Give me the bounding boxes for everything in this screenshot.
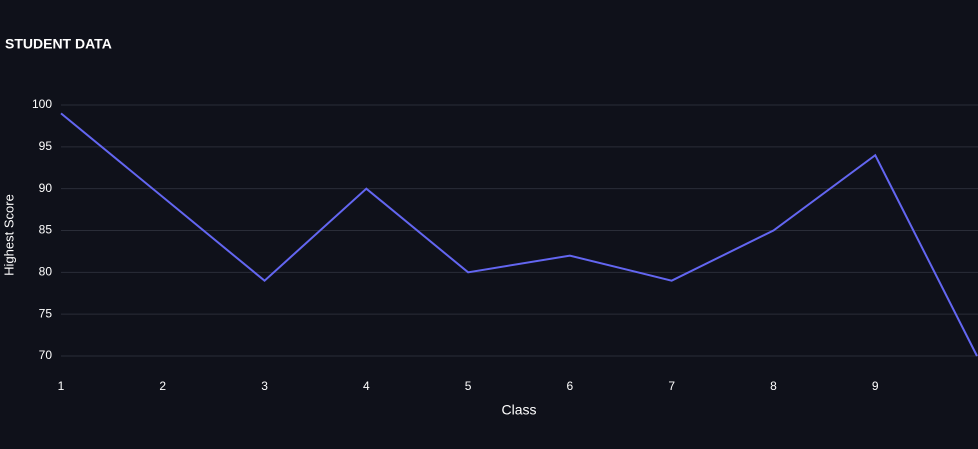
x-tick-label: 8 xyxy=(770,379,777,393)
chart-title: STUDENT DATA xyxy=(5,36,112,52)
x-tick-label: 5 xyxy=(465,379,472,393)
x-tick-label: 1 xyxy=(58,379,65,393)
y-tick-label: 90 xyxy=(39,181,53,195)
y-tick-label: 75 xyxy=(39,306,53,320)
y-axis-label: Highest Score xyxy=(1,194,16,276)
x-tick-label: 6 xyxy=(567,379,574,393)
x-axis-label: Class xyxy=(501,402,536,418)
x-tick-label: 9 xyxy=(872,379,879,393)
y-tick-label: 85 xyxy=(39,223,53,237)
x-tick-label: 7 xyxy=(668,379,675,393)
y-tick-label: 80 xyxy=(39,265,53,279)
x-tick-label: 4 xyxy=(363,379,370,393)
x-tick-label: 3 xyxy=(261,379,268,393)
y-tick-label: 70 xyxy=(39,348,53,362)
y-tick-label: 100 xyxy=(32,97,52,111)
line xyxy=(60,112,978,357)
y-tick-label: 95 xyxy=(39,139,53,153)
x-tick-label: 2 xyxy=(159,379,166,393)
